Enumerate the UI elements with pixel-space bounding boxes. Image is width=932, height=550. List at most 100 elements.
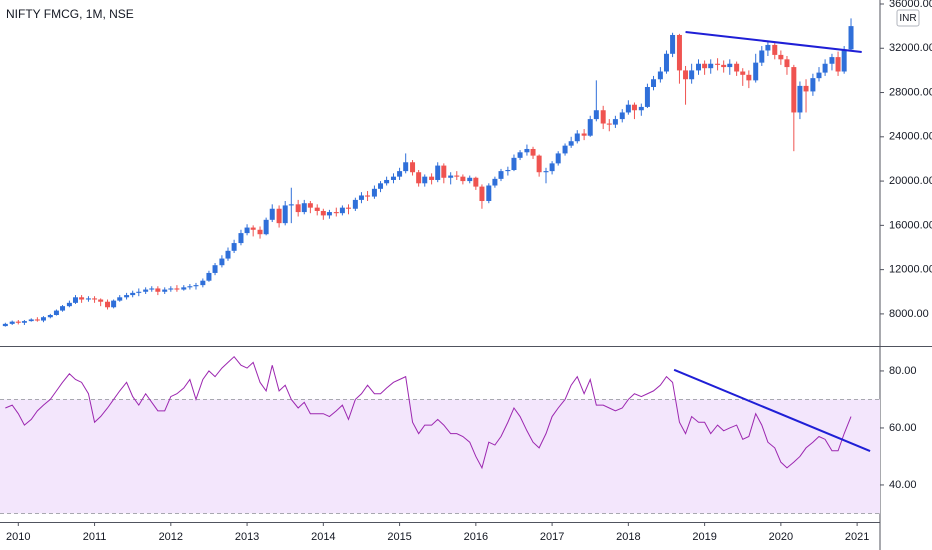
candle-body	[505, 170, 511, 172]
candle-body	[543, 171, 549, 173]
x-tick-label: 2011	[83, 531, 107, 543]
candle-body	[206, 272, 212, 281]
candle-body	[371, 188, 377, 197]
candle-body	[568, 141, 574, 146]
candle-body	[587, 119, 593, 136]
candle-body	[124, 295, 130, 298]
y-tick-label: 16000.00	[889, 219, 932, 231]
candle-body	[822, 63, 828, 73]
candle-body	[574, 133, 580, 142]
candle-body	[549, 163, 555, 172]
candle-body	[92, 298, 98, 300]
trendline	[673, 368, 871, 452]
x-tick-label: 2012	[159, 531, 183, 543]
y-tick-label: 12000.00	[889, 264, 932, 276]
candle-body	[835, 57, 841, 72]
candle-body	[581, 133, 587, 136]
candle-body	[326, 212, 332, 216]
candle-body	[460, 176, 466, 182]
candle-body	[841, 49, 847, 72]
candle-body	[555, 153, 561, 164]
candle-body	[740, 71, 746, 75]
y-tick-label: 80.00	[889, 365, 917, 377]
currency-label[interactable]: INR	[899, 13, 916, 24]
candle-body	[219, 258, 225, 266]
candle-body	[34, 319, 40, 321]
candle-body	[47, 315, 53, 318]
candle-body	[403, 162, 409, 172]
candle-body	[791, 67, 797, 113]
candle-body	[288, 204, 294, 206]
candle-body	[753, 62, 759, 81]
candle-body	[803, 85, 809, 92]
candle-body	[365, 195, 371, 197]
candle-body	[612, 119, 618, 125]
candle-body	[651, 79, 657, 87]
candle-body	[657, 71, 663, 80]
candle-body	[320, 210, 326, 216]
candle-body	[759, 50, 765, 63]
candle-body	[333, 212, 339, 214]
candle-body	[276, 208, 282, 224]
candle-body	[263, 219, 269, 235]
x-tick-label: 2018	[616, 531, 640, 543]
candle-body	[689, 70, 695, 80]
x-tick-label: 2017	[540, 531, 564, 543]
candle-body	[269, 208, 275, 220]
candle-body	[187, 286, 193, 288]
candle-body	[15, 321, 21, 323]
candle-body	[130, 292, 136, 296]
candle-body	[683, 70, 689, 80]
candle-body	[524, 148, 530, 153]
candle-body	[492, 178, 498, 186]
candle-body	[416, 172, 422, 184]
candle-body	[816, 72, 822, 79]
candle-body	[448, 175, 454, 178]
chart-title: NIFTY FMCG, 1M, NSE	[6, 7, 134, 21]
y-tick-label: 20000.00	[889, 175, 932, 187]
y-tick-label: 24000.00	[889, 131, 932, 143]
candle-body	[784, 59, 790, 68]
candle-body	[562, 145, 568, 154]
candle-body	[149, 288, 155, 290]
candle-body	[727, 63, 733, 68]
candle-body	[479, 186, 485, 202]
currency-badge[interactable]	[896, 9, 920, 27]
candle-body	[467, 177, 473, 182]
candle-body	[670, 34, 676, 54]
candle-body	[9, 321, 15, 324]
x-tick-label: 2014	[311, 531, 335, 543]
candle-body	[600, 110, 606, 124]
candle-body	[848, 26, 854, 50]
candle-body	[162, 289, 168, 292]
candle-body	[295, 204, 301, 213]
candle-body	[244, 227, 250, 234]
candle-body	[422, 176, 428, 184]
candle-body	[765, 44, 771, 51]
x-tick-label: 2020	[769, 531, 793, 543]
candle-body	[708, 63, 714, 69]
candle-body	[810, 78, 816, 92]
candle-body	[702, 63, 708, 69]
candle-body	[498, 171, 504, 179]
y-tick-label: 36000.00	[889, 0, 932, 10]
candle-body	[98, 299, 104, 302]
candle-body	[625, 104, 631, 113]
candle-body	[105, 301, 111, 308]
candle-body	[696, 63, 702, 71]
candle-body	[473, 177, 479, 187]
candle-body	[28, 319, 34, 322]
candle-body	[829, 57, 835, 64]
candle-body	[314, 207, 320, 211]
candle-body	[631, 104, 637, 111]
candle-body	[111, 300, 117, 308]
candle-body	[638, 106, 644, 111]
candle-body	[339, 207, 345, 214]
candle-body	[676, 34, 682, 71]
candle-body	[155, 288, 161, 292]
x-tick-label: 2016	[464, 531, 488, 543]
candle-body	[441, 165, 447, 178]
candle-body	[238, 233, 244, 244]
candle-body	[143, 289, 149, 292]
